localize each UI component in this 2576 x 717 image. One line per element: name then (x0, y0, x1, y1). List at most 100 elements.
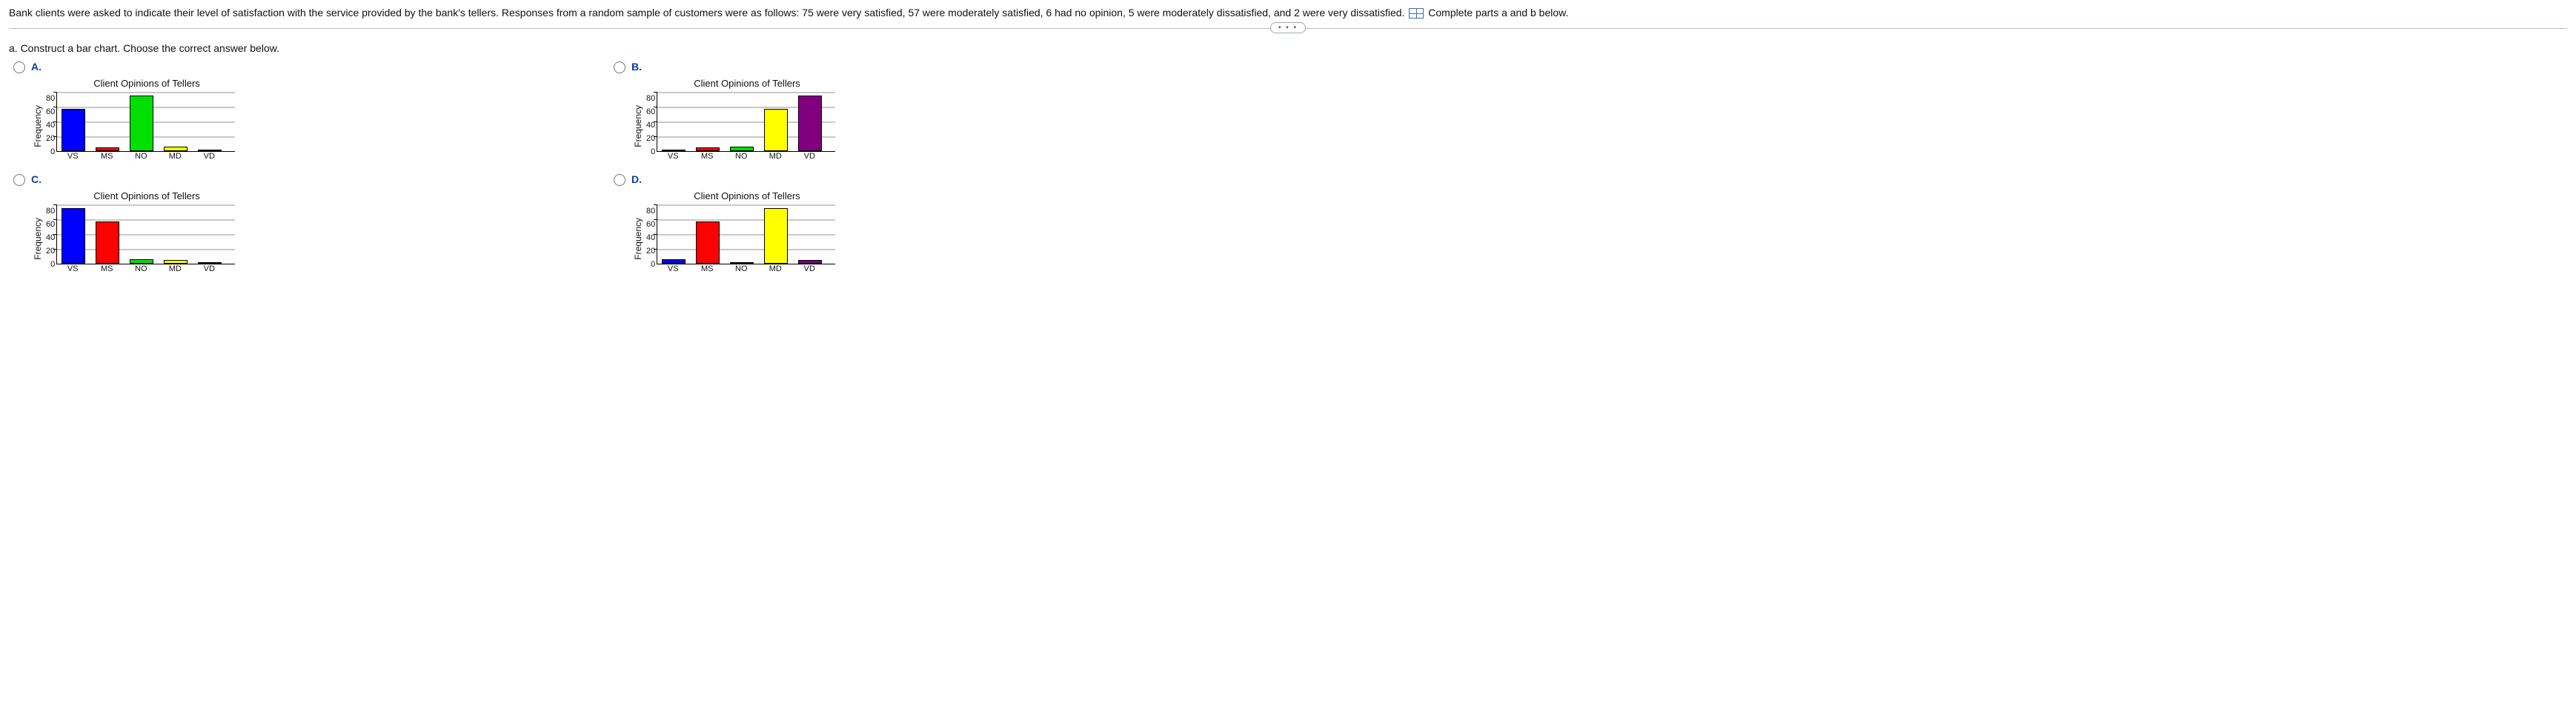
ytick: 20 (646, 247, 655, 256)
bar (798, 260, 822, 264)
y-axis-label-a: Frequency (33, 105, 43, 147)
ytick: 20 (646, 134, 655, 143)
bar (662, 150, 686, 151)
ytick: 20 (46, 247, 55, 256)
part-a-prompt: a. Construct a bar chart. Choose the cor… (9, 42, 2567, 54)
bar (198, 262, 222, 264)
xtick: NO (129, 264, 153, 273)
ytick: 20 (46, 134, 55, 143)
bar (764, 208, 788, 264)
bar (662, 259, 686, 264)
bar (164, 147, 187, 151)
chart-title-c: Client Opinions of Tellers (58, 190, 236, 201)
y-ticks-c: 80 60 40 20 0 (46, 207, 55, 269)
x-ticks-b: VS MS NO MD VD (657, 152, 843, 161)
ytick: 0 (646, 147, 655, 156)
ytick: 80 (646, 207, 655, 216)
plot-b (657, 92, 835, 152)
xtick: MD (163, 152, 187, 161)
question-text: Bank clients were asked to indicate thei… (9, 6, 2567, 21)
ytick: 60 (46, 220, 55, 229)
plot-a (56, 92, 235, 152)
question-sentence-1: Bank clients were asked to indicate thei… (9, 7, 1404, 19)
bar (696, 147, 720, 151)
choice-d-wrap: D. Client Opinions of Tellers Frequency … (614, 173, 1206, 273)
xtick: MS (695, 264, 719, 273)
bar (730, 262, 754, 264)
option-label-b: B. (631, 61, 642, 73)
xtick: VD (197, 264, 221, 273)
bar (62, 109, 85, 151)
chart-a: Client Opinions of Tellers Frequency 80 … (33, 78, 606, 161)
xtick: MD (763, 152, 787, 161)
bar (96, 221, 119, 264)
radio-a[interactable] (13, 61, 25, 73)
ytick: 0 (46, 260, 55, 269)
chart-d: Client Opinions of Tellers Frequency 80 … (633, 190, 1206, 273)
xtick: MD (763, 264, 787, 273)
bar (164, 260, 187, 264)
option-label-d: D. (631, 173, 642, 185)
bar (62, 208, 85, 264)
bar (130, 96, 153, 151)
bar (130, 259, 153, 264)
ytick: 0 (46, 147, 55, 156)
bar (730, 147, 754, 151)
xtick: MS (95, 152, 119, 161)
xtick: MS (695, 152, 719, 161)
ytick: 0 (646, 260, 655, 269)
plot-d (657, 204, 835, 264)
x-ticks-c: VS MS NO MD VD (56, 264, 243, 273)
ytick: 80 (646, 94, 655, 103)
y-ticks-d: 80 60 40 20 0 (646, 207, 655, 269)
xtick: VD (797, 152, 821, 161)
bar (798, 96, 822, 151)
y-axis-label-b: Frequency (633, 105, 643, 147)
plot-c (56, 204, 235, 264)
ytick: 60 (46, 107, 55, 116)
ytick: 80 (46, 94, 55, 103)
expand-button[interactable]: • • • (1270, 22, 1306, 33)
ytick: 80 (46, 207, 55, 216)
xtick: VS (61, 264, 84, 273)
radio-d[interactable] (614, 174, 625, 186)
bar (96, 147, 119, 151)
ytick: 60 (646, 107, 655, 116)
bar (696, 221, 720, 264)
x-ticks-d: VS MS NO MD VD (657, 264, 843, 273)
y-axis-label-d: Frequency (633, 218, 643, 260)
question-sentence-2: Complete parts a and b below. (1428, 7, 1568, 19)
option-label-a: A. (31, 61, 42, 73)
xtick: NO (729, 264, 753, 273)
bar (764, 109, 788, 151)
chart-b: Client Opinions of Tellers Frequency 80 … (633, 78, 1206, 161)
choice-a-wrap: A. Client Opinions of Tellers Frequency … (13, 60, 606, 161)
xtick: MS (95, 264, 119, 273)
y-axis-label-c: Frequency (33, 218, 43, 260)
chart-title-b: Client Opinions of Tellers (658, 78, 836, 89)
xtick: MD (163, 264, 187, 273)
xtick: NO (129, 152, 153, 161)
x-ticks-a: VS MS NO MD VD (56, 152, 243, 161)
xtick: VD (797, 264, 821, 273)
answer-choices: A. Client Opinions of Tellers Frequency … (13, 60, 2567, 273)
chart-title-a: Client Opinions of Tellers (58, 78, 236, 89)
chart-title-d: Client Opinions of Tellers (658, 190, 836, 201)
xtick: VD (197, 152, 221, 161)
choice-c-wrap: C. Client Opinions of Tellers Frequency … (13, 173, 606, 273)
radio-b[interactable] (614, 61, 625, 73)
xtick: NO (729, 152, 753, 161)
data-table-icon[interactable] (1409, 8, 1424, 19)
xtick: VS (661, 152, 685, 161)
y-ticks-b: 80 60 40 20 0 (646, 94, 655, 156)
section-divider: • • • (9, 28, 2567, 29)
radio-c[interactable] (13, 174, 25, 186)
y-ticks-a: 80 60 40 20 0 (46, 94, 55, 156)
chart-c: Client Opinions of Tellers Frequency 80 … (33, 190, 606, 273)
option-label-c: C. (31, 173, 42, 185)
xtick: VS (61, 152, 84, 161)
choice-b-wrap: B. Client Opinions of Tellers Frequency … (614, 60, 1206, 161)
xtick: VS (661, 264, 685, 273)
ytick: 60 (646, 220, 655, 229)
bar (198, 150, 222, 151)
